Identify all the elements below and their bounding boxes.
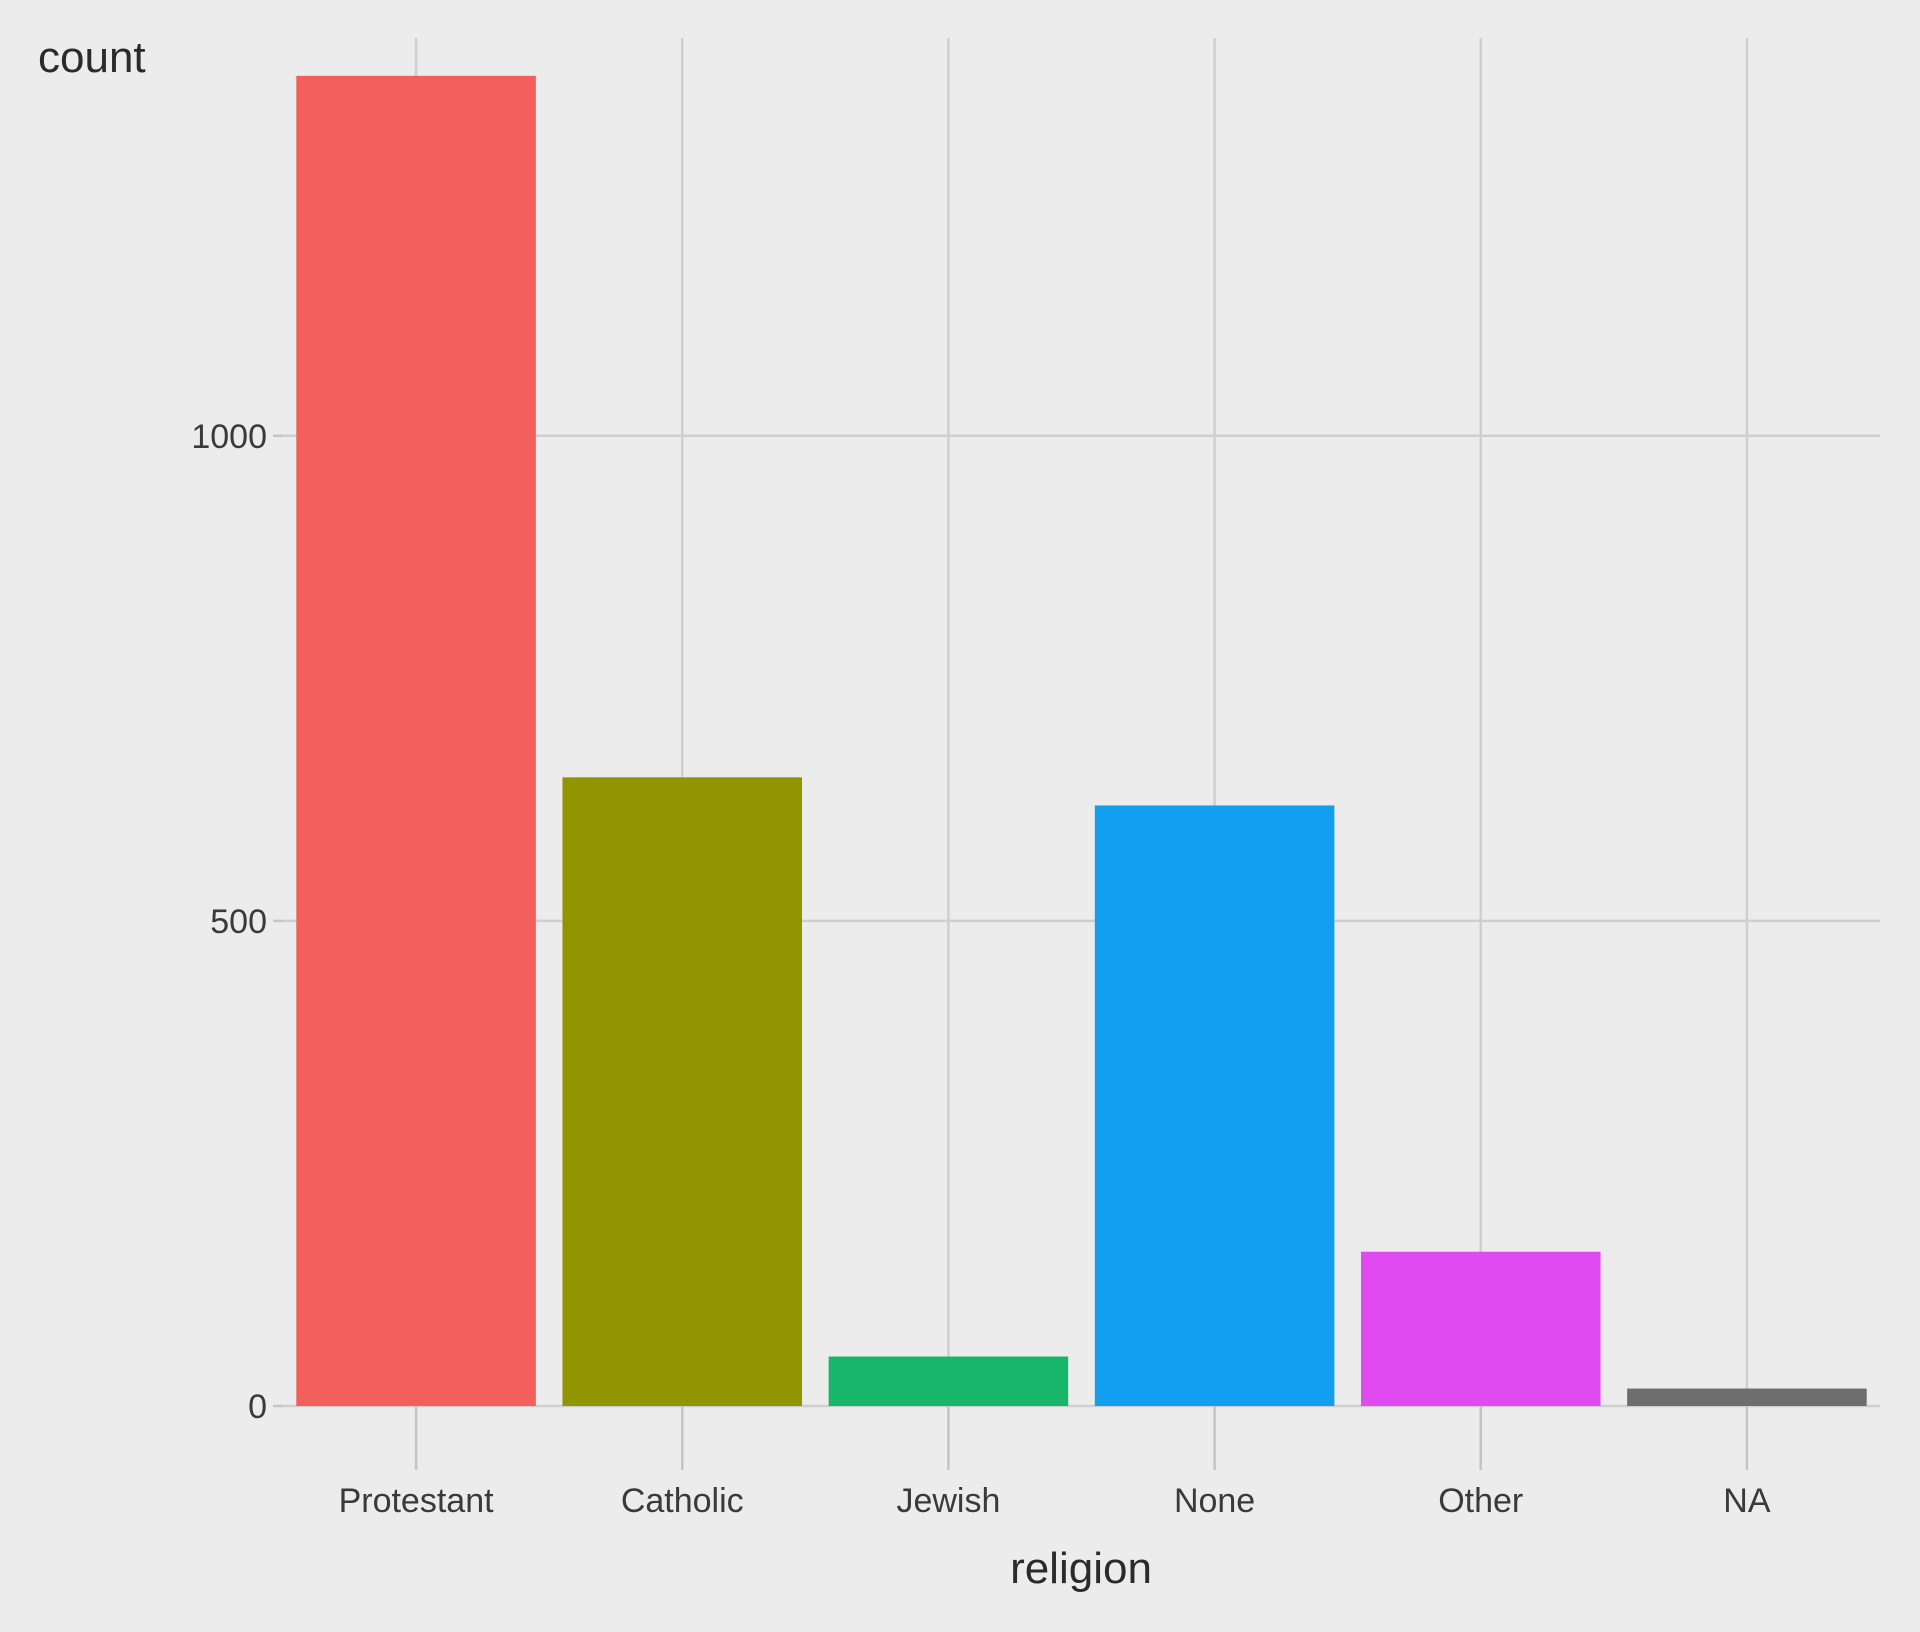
y-axis-title: count [38, 33, 146, 82]
bar-na [1627, 1388, 1867, 1406]
bar-protestant [296, 75, 536, 1407]
x-tick-label: Catholic [621, 1482, 744, 1520]
axes: 0 500 1000 Protestant Catholic Jewish None Othe… [191, 418, 1770, 1520]
y-tick-label: 1000 [191, 418, 267, 456]
x-tick-label: Jewish [896, 1482, 1000, 1520]
x-tick-label: None [1174, 1482, 1255, 1520]
bar-none [1094, 805, 1335, 1406]
y-tick-label: 500 [210, 903, 267, 941]
x-tick-label: Other [1438, 1482, 1523, 1520]
x-tick-label: Protestant [339, 1482, 495, 1520]
x-tick-label: NA [1723, 1482, 1771, 1520]
bar-catholic [562, 777, 803, 1406]
y-tick-label: 0 [248, 1388, 267, 1426]
bars [296, 75, 1867, 1407]
bar-jewish [828, 1356, 1069, 1406]
x-axis-title: religion [1010, 1544, 1152, 1593]
bar-other [1360, 1251, 1601, 1406]
